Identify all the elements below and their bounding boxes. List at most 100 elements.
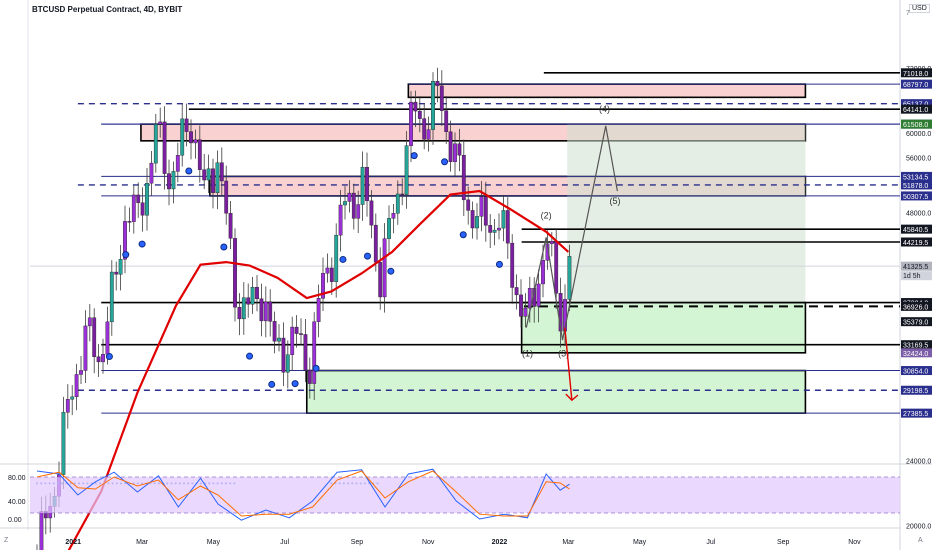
time-tick-label: Sep	[777, 539, 790, 546]
candle-body	[127, 221, 132, 223]
price-level-tag: 30854.0	[901, 366, 932, 376]
time-tick-label: Nov	[422, 539, 435, 546]
candle-body	[334, 234, 339, 282]
candle-body	[514, 287, 519, 296]
moving-average-line	[67, 189, 570, 550]
stoch-tick-label: 80.00	[8, 475, 26, 482]
candle-body	[554, 241, 559, 294]
candle-body	[215, 162, 220, 193]
candle-body	[369, 200, 374, 226]
candle-body	[219, 162, 224, 182]
candle-body	[422, 118, 427, 140]
candle-body	[483, 196, 488, 226]
price-tag-bg	[901, 385, 932, 395]
price-tag-text: 50307.5	[903, 194, 928, 201]
signal-dot	[387, 267, 395, 275]
signal-dot	[122, 251, 130, 259]
candle-body	[444, 110, 449, 132]
candle-body	[457, 143, 462, 156]
time-tick-label: Jul	[280, 539, 289, 546]
price-tag-text: 33169.5	[903, 343, 928, 350]
price-tag-bg	[901, 237, 932, 247]
candle-body	[453, 143, 457, 162]
price-tag-text: 71018.0	[903, 71, 928, 78]
candle-body	[536, 283, 541, 307]
candle-body	[290, 326, 295, 355]
candle-body	[347, 192, 352, 202]
time-tick-label: May	[633, 539, 647, 546]
candle-body	[131, 194, 136, 222]
signal-dot	[105, 353, 113, 361]
candle-body	[435, 80, 440, 87]
candle-body	[294, 326, 299, 334]
price-level-tag: 53134.5	[901, 171, 932, 181]
candle-body	[519, 294, 523, 317]
candle-body	[140, 202, 145, 216]
wave-label: (1)	[522, 348, 533, 358]
candle-body	[171, 171, 176, 190]
price-tag-bg	[901, 99, 932, 109]
price-tick-label: 48000.0	[906, 211, 931, 218]
price-tag-text: 44219.5	[903, 240, 928, 247]
zoom-reset-button[interactable]: Z	[4, 537, 9, 544]
candle-body	[189, 131, 193, 144]
signal-dot	[312, 364, 320, 372]
price-tag-text: 35379.0	[903, 320, 928, 327]
candle-body	[404, 145, 409, 195]
stoch-tick-label: 40.00	[8, 499, 26, 506]
signal-dot	[441, 158, 449, 166]
down-arrow	[564, 327, 573, 401]
stoch-d-line	[36, 470, 570, 517]
candle-body	[527, 287, 532, 309]
candle-body	[70, 396, 75, 400]
price-level-tag: 36926.0	[901, 301, 932, 311]
candle-body	[233, 238, 237, 308]
candle-body	[356, 204, 361, 219]
price-level-tag: 50307.5	[901, 191, 932, 201]
candle-body	[329, 267, 334, 282]
candle-body	[488, 225, 493, 233]
candle-body	[325, 267, 330, 274]
candle-body	[136, 194, 141, 203]
support-zone	[305, 369, 807, 414]
time-tick-label: 2021	[65, 539, 81, 546]
candle-body	[167, 173, 171, 190]
candle-body	[184, 118, 189, 132]
price-tag-bg	[901, 79, 932, 89]
price-tag-bg	[901, 104, 932, 114]
candle-body	[193, 139, 198, 144]
candle-body	[316, 298, 321, 322]
candle-body	[259, 298, 264, 322]
price-level-tag: 41325.5	[901, 261, 932, 271]
price-tag-text: 45840.5	[903, 227, 928, 234]
price-tag-bg	[901, 224, 932, 234]
countdown-text: 1d 5h	[903, 273, 921, 280]
signal-dot	[220, 243, 228, 251]
candle-body	[299, 333, 303, 335]
candle-body	[250, 286, 255, 305]
signal-dot	[138, 240, 146, 248]
candle-body	[387, 218, 391, 239]
candle-body	[510, 242, 515, 288]
price-tag-bg	[901, 301, 932, 311]
candle-body	[461, 155, 466, 201]
candle-body	[382, 238, 387, 298]
candle-body	[39, 511, 44, 550]
price-level-tag: 27385.5	[901, 408, 932, 418]
price-tag-text: 30854.0	[903, 369, 928, 376]
candle-body	[470, 210, 475, 229]
signal-dot	[268, 380, 276, 388]
top-scale-label: 7	[906, 10, 910, 17]
currency-button[interactable]: USD	[909, 4, 930, 13]
candle-body	[431, 80, 435, 130]
price-tag-text: 36926.0	[903, 304, 928, 311]
candle-body	[307, 369, 312, 384]
price-tag-bg	[901, 348, 932, 358]
signal-dot	[185, 167, 193, 175]
candle-body	[475, 216, 479, 229]
price-tag-text: 27385.5	[903, 411, 928, 418]
auto-scale-button[interactable]: A	[918, 537, 923, 544]
candle-body	[466, 199, 471, 211]
candle-body	[83, 325, 88, 371]
